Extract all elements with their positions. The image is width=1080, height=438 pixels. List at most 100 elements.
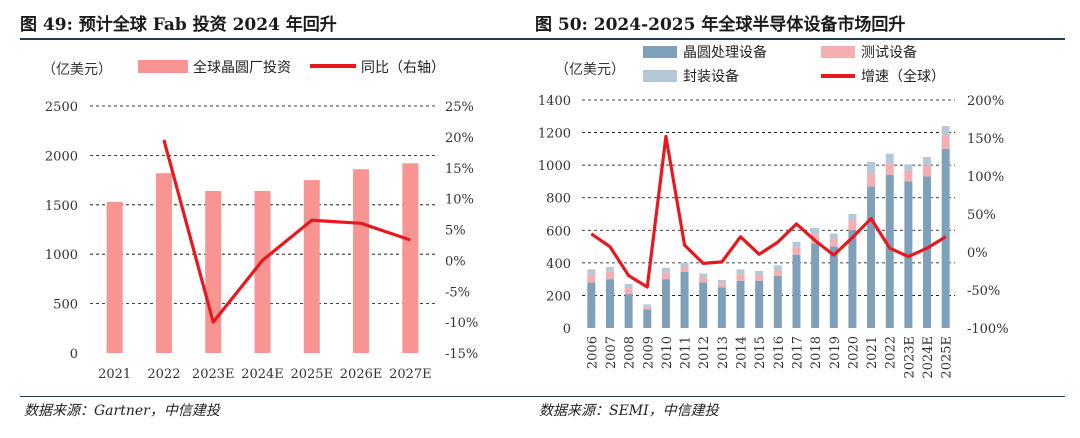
bar-wafer-equipment (624, 293, 633, 328)
left-x-tick-label: 2024E (241, 367, 284, 382)
bar-test-equipment (829, 238, 838, 247)
legend-label-growth: 增速（全球） (861, 68, 945, 85)
right-unit-label: （亿美元） (555, 62, 625, 78)
bar-test-equipment (699, 277, 708, 283)
left-source-note: 数据来源：Gartner，中信建投 (24, 403, 220, 419)
left-figure-panel: 图 49: 预计全球 Fab 投资 2024 年回升 （亿美元） 全球晶圆厂投资 同… (20, 0, 540, 438)
bar-wafer-equipment (904, 181, 913, 328)
bar-package-equipment (923, 157, 932, 166)
left-y2-tick-label: 0% (445, 254, 466, 269)
left-title-rule (20, 38, 540, 40)
bar-wafer-equipment (587, 282, 596, 328)
legend-swatch-fab-investment (138, 60, 188, 73)
bar-fab-investment (155, 173, 172, 353)
bar-wafer-equipment (792, 254, 801, 328)
bar-wafer-equipment (885, 174, 894, 328)
left-y-tick-label: 0 (70, 347, 78, 362)
left-x-tick-label: 2025E (290, 367, 333, 382)
bar-package-equipment (680, 262, 689, 267)
bar-package-equipment (736, 269, 745, 275)
bar-wafer-equipment (699, 282, 708, 328)
legend-label-fab-investment: 全球晶圆厂投资 (193, 59, 291, 76)
right-y-tick-label: 1200 (538, 127, 571, 142)
bar-package-equipment (941, 126, 950, 136)
bar-wafer-equipment (923, 176, 932, 328)
bar-fab-investment (353, 169, 370, 353)
bar-wafer-equipment (661, 279, 670, 328)
right-x-tick-label: 2014 (735, 336, 750, 369)
legend-swatch-package-equipment (643, 70, 677, 82)
left-x-tick-label: 2021 (98, 367, 131, 382)
right-x-tick-label: 2025E (940, 336, 955, 379)
bar-test-equipment (923, 165, 932, 177)
bar-package-equipment (717, 279, 726, 284)
bar-test-equipment (904, 170, 913, 182)
left-x-tick-label: 2023E (192, 367, 235, 382)
left-y2-tick-label: 20% (445, 131, 474, 146)
right-y-tick-label: 1000 (538, 159, 571, 174)
right-x-tick-label: 2015 (753, 336, 768, 369)
right-x-tick-label: 2024E (921, 336, 936, 379)
bar-package-equipment (773, 265, 782, 271)
right-y2-tick-label: 0% (967, 246, 988, 261)
bar-fab-investment (205, 190, 222, 353)
right-x-tick-label: 2009 (641, 336, 656, 369)
left-x-tick-label: 2022 (147, 367, 180, 382)
bar-test-equipment (941, 135, 950, 149)
right-x-tick-label: 2007 (604, 336, 619, 369)
right-y-tick-label: 200 (546, 289, 571, 304)
bar-test-equipment (661, 272, 670, 280)
left-unit-label: （亿美元） (42, 62, 112, 78)
right-x-tick-label: 2017 (790, 336, 805, 369)
left-y2-tick-label: 5% (445, 224, 466, 239)
bar-package-equipment (792, 241, 801, 248)
bar-package-equipment (605, 266, 614, 272)
right-y2-tick-label: 50% (967, 208, 996, 223)
bar-wafer-equipment (755, 280, 764, 328)
right-x-tick-label: 2010 (660, 336, 675, 369)
right-x-tick-label: 2022 (884, 336, 899, 369)
legend-label-yoy: 同比（右轴） (361, 60, 445, 76)
right-y2-tick-label: 150% (967, 132, 1004, 147)
left-source-rule (20, 396, 540, 397)
bar-package-equipment (587, 269, 596, 275)
bar-fab-investment (254, 190, 271, 353)
bar-test-equipment (885, 163, 894, 175)
right-x-tick-label: 2016 (772, 336, 787, 369)
right-y-tick-label: 600 (546, 224, 571, 239)
legend-label-test-equipment: 测试设备 (861, 44, 917, 61)
bar-package-equipment (829, 233, 838, 239)
bar-test-equipment (624, 288, 633, 294)
bar-package-equipment (867, 161, 876, 174)
bar-wafer-equipment (867, 186, 876, 328)
left-y2-tick-label: -5% (445, 285, 470, 300)
bar-test-equipment (736, 274, 745, 281)
right-x-tick-label: 2008 (623, 336, 638, 369)
bar-wafer-equipment (773, 275, 782, 328)
right-figure-panel: 图 50: 2024-2025 年全球半导体设备市场回升 （亿美元） 晶圆处理设备… (535, 0, 1065, 438)
left-y-tick-label: 2000 (45, 149, 78, 164)
left-x-tick-label: 2027E (389, 367, 432, 382)
right-title-rule (535, 38, 1065, 40)
right-y2-tick-label: 100% (967, 170, 1004, 185)
bar-test-equipment (717, 283, 726, 288)
right-x-tick-label: 2006 (585, 336, 600, 369)
bar-package-equipment (699, 273, 708, 278)
bar-package-equipment (904, 164, 913, 171)
left-y2-tick-label: 10% (445, 193, 474, 208)
right-x-tick-label: 2011 (679, 336, 694, 369)
right-y2-tick-label: -50% (967, 284, 1000, 299)
bar-package-equipment (755, 271, 764, 276)
bar-package-equipment (885, 153, 894, 164)
left-y2-tick-label: -10% (445, 316, 478, 331)
bar-wafer-equipment (605, 279, 614, 328)
bar-wafer-equipment (829, 246, 838, 328)
bar-wafer-equipment (811, 243, 820, 328)
bar-test-equipment (848, 220, 857, 231)
legend-swatch-wafer-equipment (643, 46, 677, 58)
right-y-tick-label: 800 (546, 192, 571, 207)
bar-test-equipment (680, 266, 689, 272)
right-y-tick-label: 0 (563, 322, 571, 337)
left-y2-tick-label: 25% (445, 100, 474, 115)
right-y-tick-label: 1400 (538, 94, 571, 109)
